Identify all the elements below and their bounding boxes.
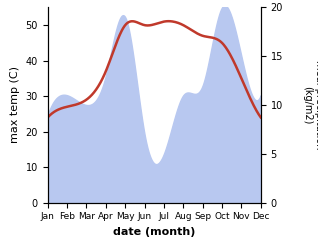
Y-axis label: max temp (C): max temp (C): [10, 66, 20, 144]
X-axis label: date (month): date (month): [113, 227, 196, 237]
Y-axis label: med. precipitation
(kg/m2): med. precipitation (kg/m2): [302, 60, 318, 150]
